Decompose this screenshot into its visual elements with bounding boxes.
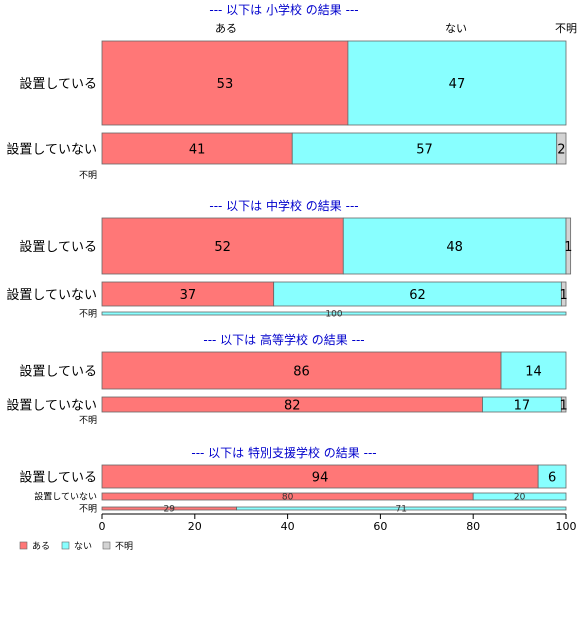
data-label-nai: 100 (325, 310, 342, 320)
legend-swatch-nai (61, 541, 70, 550)
data-label-fumei: 1 (560, 288, 568, 303)
bar-segment-fumei (560, 281, 567, 307)
data-label-nai: 48 (446, 240, 463, 255)
data-label-aru: 29 (164, 505, 176, 515)
row-label-unknown: 不明 (79, 170, 97, 181)
row-label-not-installed: 設置していない (6, 142, 97, 158)
bar-segment-nai (500, 351, 567, 390)
bar-segment-fumei (565, 217, 572, 275)
legend-label-nai: ない (74, 541, 92, 552)
bar-segment-nai (472, 492, 567, 501)
category-header-nai: ない (445, 22, 467, 35)
legend-swatch-aru (19, 541, 28, 550)
section-title: --- 以下は 中学校 の結果 --- (209, 198, 358, 213)
x-tick-label: 40 (281, 520, 295, 533)
legend-swatch-fumei (102, 541, 111, 550)
data-label-aru: 82 (284, 399, 301, 414)
bar-segment-nai (101, 311, 567, 316)
data-label-nai: 47 (449, 77, 466, 92)
bar-segment-aru (101, 40, 349, 126)
data-label-aru: 86 (293, 365, 310, 380)
legend-label-fumei: 不明 (115, 541, 133, 552)
row-label-not-installed: 設置していない (6, 287, 97, 303)
section-title: --- 以下は 特別支援学校 の結果 --- (191, 445, 376, 460)
data-label-fumei: 1 (560, 399, 568, 414)
bar-segment-nai (342, 217, 567, 275)
data-label-aru: 41 (189, 143, 206, 158)
row-label-installed: 設置している (19, 470, 97, 486)
x-tick-label: 80 (466, 520, 480, 533)
data-label-aru: 37 (180, 288, 197, 303)
data-label-aru: 94 (312, 471, 329, 486)
bar-segment-fumei (560, 396, 567, 413)
data-label-nai: 6 (548, 471, 556, 486)
row-label-not-installed: 設置していない (6, 398, 97, 414)
section-title: --- 以下は 小学校 の結果 --- (209, 2, 358, 17)
legend-label-aru: ある (32, 541, 50, 552)
data-label-aru: 52 (214, 240, 231, 255)
row-label-not-installed: 設置していない (34, 491, 97, 503)
bar-segment-aru (101, 217, 344, 275)
data-label-nai: 71 (396, 505, 407, 515)
x-tick-label: 20 (188, 520, 202, 533)
row-label-installed: 設置している (19, 76, 97, 92)
x-tick-label: 0 (99, 520, 106, 533)
x-tick-label: 100 (556, 520, 577, 533)
bar-segment-nai (273, 281, 562, 307)
bar-segment-nai (291, 132, 558, 165)
data-label-nai: 62 (409, 288, 426, 303)
data-label-nai: 20 (514, 493, 526, 503)
data-label-fumei: 1 (564, 240, 572, 255)
section-title: --- 以下は 高等学校 の結果 --- (203, 332, 364, 347)
row-label-unknown: 不明 (79, 504, 97, 515)
data-label-aru: 53 (217, 77, 234, 92)
category-header-fumei: 不明 (555, 22, 577, 35)
bar-segment-fumei (556, 132, 567, 165)
row-label-unknown: 不明 (79, 309, 97, 320)
category-header-aru: ある (215, 22, 237, 35)
bar-segment-nai (537, 464, 567, 489)
bar-segment-nai (236, 506, 567, 511)
data-label-nai: 57 (416, 143, 433, 158)
row-label-installed: 設置している (19, 364, 97, 380)
data-label-fumei: 2 (557, 143, 565, 158)
row-label-unknown: 不明 (79, 415, 97, 426)
x-tick-label: 60 (373, 520, 387, 533)
row-label-installed: 設置している (19, 239, 97, 255)
bar-segment-aru (101, 132, 293, 165)
bar-segment-nai (347, 40, 567, 126)
data-label-nai: 17 (514, 399, 531, 414)
data-label-aru: 80 (282, 493, 294, 503)
data-label-nai: 14 (525, 365, 542, 380)
bar-segment-aru (101, 281, 275, 307)
